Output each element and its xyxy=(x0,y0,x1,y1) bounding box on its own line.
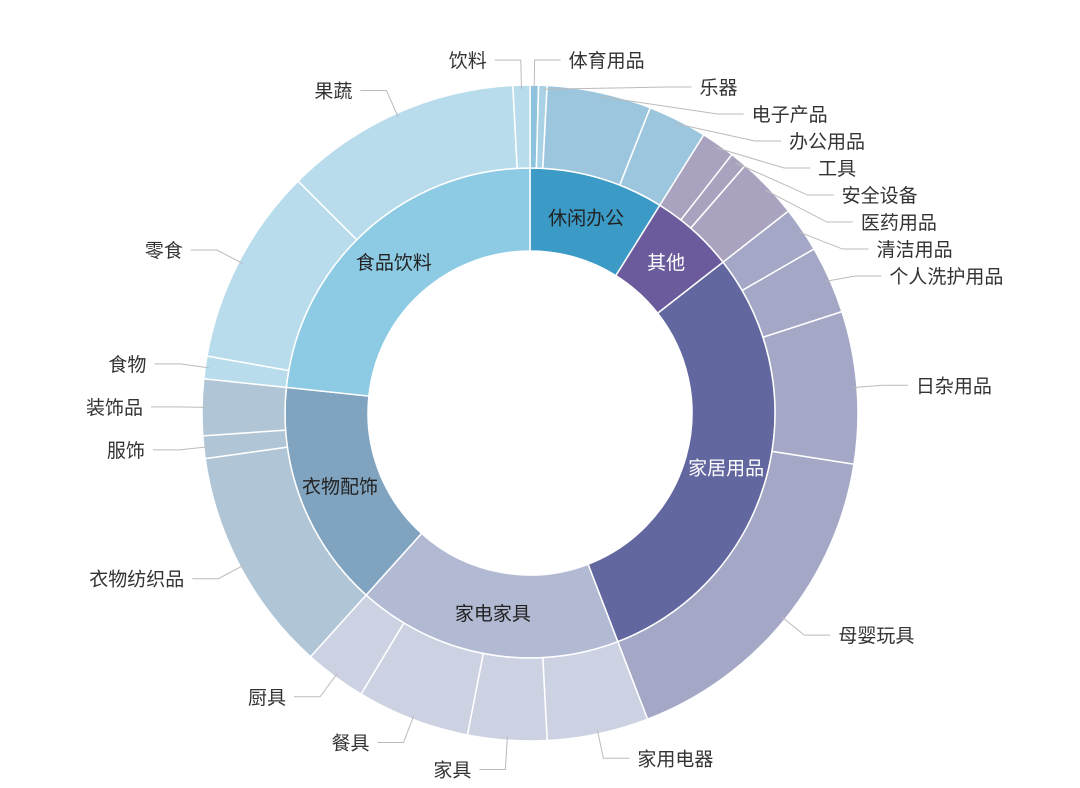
outer-label: 日杂用品 xyxy=(916,375,992,397)
leader-line xyxy=(735,162,834,196)
outer-label: 食物 xyxy=(108,354,146,376)
leader-line xyxy=(377,715,415,744)
outer-segment[interactable] xyxy=(762,310,859,466)
outer-label: 餐具 xyxy=(331,733,369,755)
inner-label: 家电家具 xyxy=(455,603,531,625)
outer-label: 母婴玩具 xyxy=(838,625,914,647)
leader-line xyxy=(598,95,744,115)
inner-label: 其他 xyxy=(647,252,685,274)
outer-label: 办公用品 xyxy=(789,131,865,153)
outer-segment[interactable] xyxy=(201,377,288,437)
outer-label: 清洁用品 xyxy=(877,239,953,261)
outer-label: 衣物纺织品 xyxy=(89,569,184,591)
leader-line xyxy=(294,673,338,698)
outer-label: 个人洗护用品 xyxy=(889,266,1003,288)
leader-line xyxy=(852,384,908,389)
leader-line xyxy=(596,729,630,759)
inner-label: 休闲办公 xyxy=(548,207,624,229)
leader-line xyxy=(192,564,245,580)
outer-label: 果蔬 xyxy=(314,81,352,103)
outer-label: 服饰 xyxy=(107,440,145,462)
leader-line xyxy=(542,86,692,90)
leader-line xyxy=(152,446,208,451)
outer-label: 装饰品 xyxy=(86,397,143,419)
outer-label: 零食 xyxy=(145,240,183,262)
leader-line xyxy=(154,363,210,369)
inner-label: 衣物配饰 xyxy=(302,476,378,498)
outer-label: 饮料 xyxy=(449,50,487,72)
leader-line xyxy=(151,406,207,408)
outer-label: 医药用品 xyxy=(861,212,937,234)
outer-label: 工具 xyxy=(818,158,856,180)
outer-label: 安全设备 xyxy=(842,185,918,207)
leader-line xyxy=(825,275,882,282)
leader-line xyxy=(675,123,782,142)
leader-line xyxy=(715,147,811,169)
leader-line xyxy=(798,231,869,250)
leader-line xyxy=(190,249,243,264)
leader-line xyxy=(533,59,561,90)
leader-line xyxy=(360,90,399,118)
outer-label: 厨具 xyxy=(248,687,286,709)
inner-label: 食品饮料 xyxy=(356,252,432,274)
leader-line xyxy=(479,736,508,771)
outer-label: 体育用品 xyxy=(569,50,645,72)
leader-line xyxy=(764,189,853,223)
inner-label: 家居用品 xyxy=(688,457,764,479)
outer-label: 电子产品 xyxy=(752,104,828,126)
outer-label: 乐器 xyxy=(699,77,737,99)
leader-line xyxy=(494,59,523,90)
outer-label: 家用电器 xyxy=(637,748,713,770)
outer-segment[interactable] xyxy=(512,84,531,170)
leader-line xyxy=(781,616,831,636)
outer-label: 家具 xyxy=(433,760,471,782)
